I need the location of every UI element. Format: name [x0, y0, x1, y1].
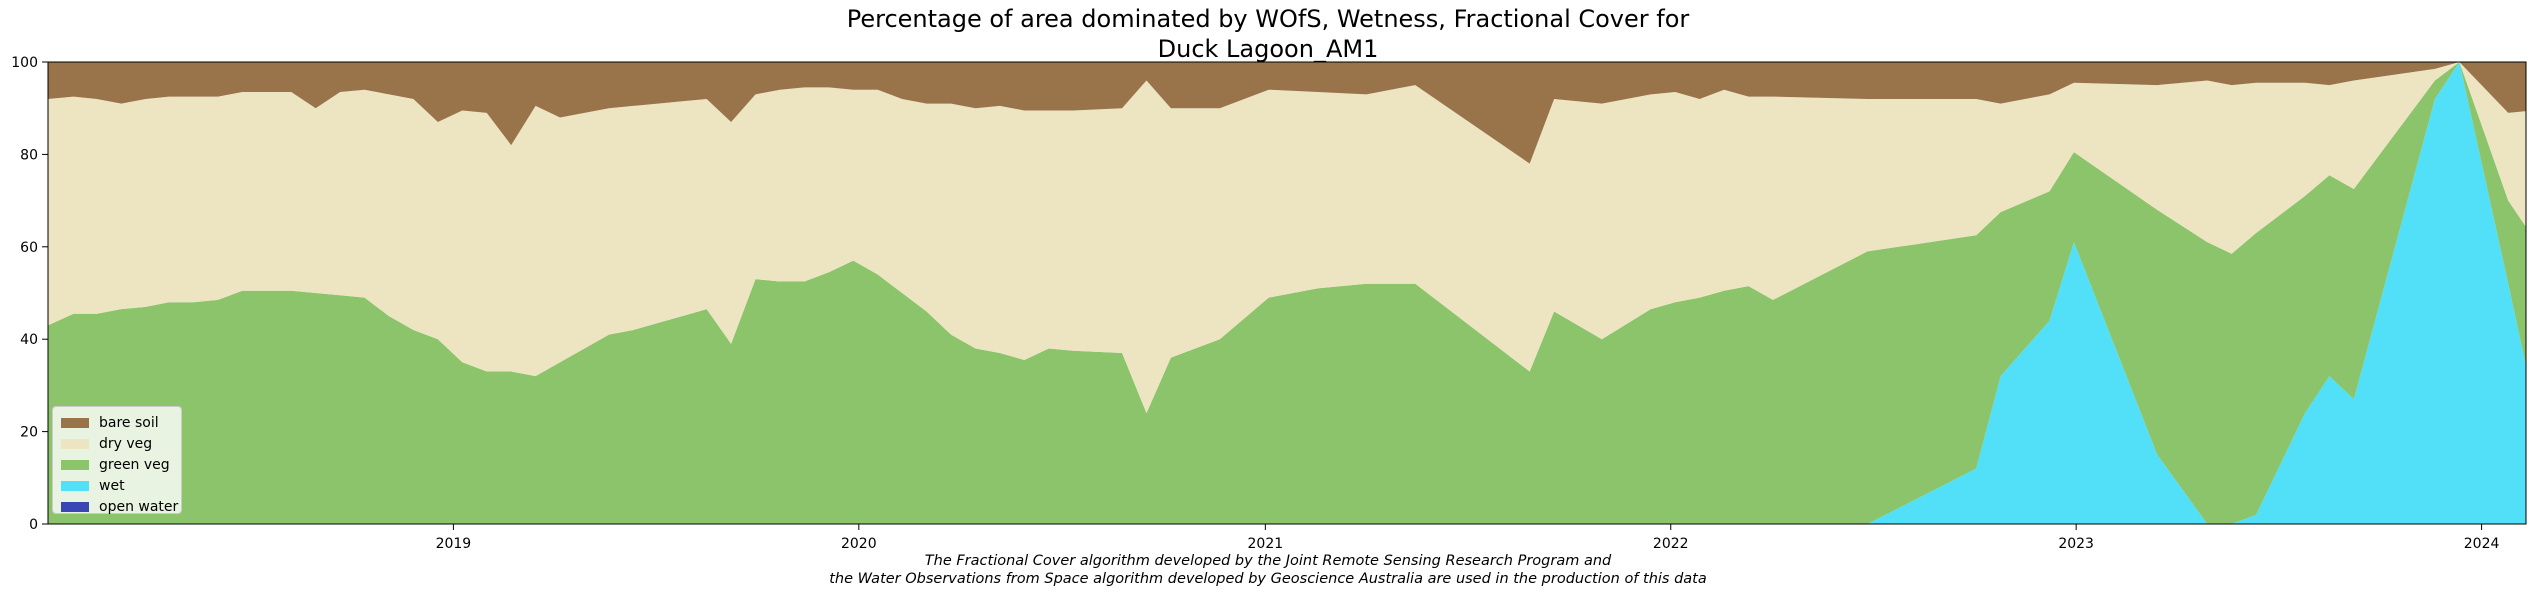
legend-item-green-veg: green veg — [61, 454, 181, 475]
legend-label-bare-soil: bare soil — [99, 414, 159, 431]
x-tick-label: 2024 — [2464, 536, 2500, 552]
legend-swatch-bare-soil — [61, 417, 89, 428]
legend-swatch-green-veg — [61, 459, 89, 470]
y-tick-label: 40 — [20, 332, 38, 348]
y-tick-label: 100 — [11, 55, 38, 71]
x-tick-label: 2020 — [841, 536, 877, 552]
chart-title: Percentage of area dominated by WOfS, We… — [0, 4, 2536, 64]
legend-label-wet: wet — [99, 477, 125, 494]
legend-swatch-wet — [61, 480, 89, 491]
legend: bare soil dry veg green veg wet open wat… — [52, 406, 182, 517]
footnote-line-1: The Fractional Cover algorithm developed… — [924, 553, 1612, 569]
x-tick-label: 2019 — [436, 536, 472, 552]
legend-item-bare-soil: bare soil — [61, 412, 181, 433]
legend-item-open-water: open water — [61, 496, 181, 517]
x-tick-label: 2021 — [1248, 536, 1284, 552]
legend-label-open-water: open water — [99, 498, 179, 515]
y-tick-label: 20 — [20, 425, 38, 441]
legend-label-green-veg: green veg — [99, 456, 170, 473]
legend-item-wet: wet — [61, 475, 181, 496]
plot-frame — [47, 61, 2527, 525]
area-dry-veg — [48, 62, 2526, 414]
legend-label-dry-veg: dry veg — [99, 435, 153, 452]
stacked-areas — [48, 62, 2526, 524]
x-tick-label: 2022 — [1653, 536, 1689, 552]
area-wet — [48, 62, 2526, 524]
legend-swatch-open-water — [61, 501, 89, 512]
y-tick-label: 60 — [20, 240, 38, 256]
chart-title-line-2: Duck Lagoon_AM1 — [1157, 35, 1379, 63]
area-green-veg — [48, 62, 2526, 524]
y-tick-label: 0 — [29, 517, 38, 533]
footnote-line-2: the Water Observations from Space algori… — [829, 571, 1707, 587]
legend-swatch-dry-veg — [61, 438, 89, 449]
area-bare-soil — [48, 62, 2526, 164]
y-axis: 0 20 40 60 80 100 — [11, 55, 48, 533]
footnote: The Fractional Cover algorithm developed… — [0, 552, 2536, 588]
legend-item-dry-veg: dry veg — [61, 433, 181, 454]
x-axis: 2019 2020 2021 2022 2023 2024 — [436, 524, 2500, 552]
x-tick-label: 2023 — [2058, 536, 2094, 552]
chart-title-line-1: Percentage of area dominated by WOfS, We… — [846, 5, 1690, 33]
y-tick-label: 80 — [20, 147, 38, 163]
